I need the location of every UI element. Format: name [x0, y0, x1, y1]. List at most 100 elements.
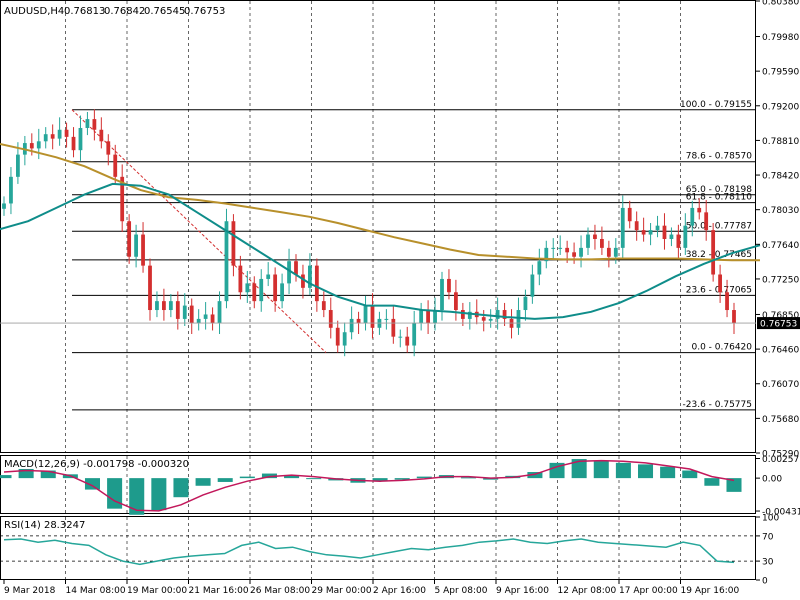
candle-body [217, 301, 222, 324]
price-tick-label: 0.78030 [762, 206, 799, 216]
candle-body [447, 278, 451, 293]
moving-averages [0, 143, 761, 320]
rsi-axis: 100 70 30 0 [756, 514, 779, 587]
candle-body [440, 278, 444, 311]
candle-body [725, 292, 729, 311]
macd-label: MACD(12,26,9) -0.001798 -0.000320 [4, 459, 189, 470]
rsi-tick-label: 30 [762, 558, 774, 568]
candle-body [141, 234, 145, 266]
time-tick-label: 19 Apr 16:00 [681, 586, 740, 596]
rsi-tick-label: 0 [762, 577, 768, 587]
candle-body [690, 207, 695, 226]
candle-body [558, 247, 563, 249]
candle-body [586, 234, 590, 248]
candle-body [168, 301, 173, 311]
candle-body [85, 119, 90, 128]
macd-histogram-bar [461, 477, 477, 479]
rsi-tick-label: 70 [762, 532, 774, 542]
price-tick-label: 0.79200 [762, 102, 799, 112]
price-bars [2, 109, 736, 357]
candle-body [433, 310, 437, 324]
fib-level-label: 65.0 - 0.78198 [686, 185, 752, 195]
ohlc-low: 0.76545 [144, 6, 185, 17]
macd-histogram-bar [18, 468, 34, 479]
rsi-label: RSI(14) 28.3247 [4, 520, 85, 531]
rsi-line [3, 538, 735, 566]
candle-body [530, 274, 535, 297]
macd-histogram-bar [195, 478, 211, 486]
candle-body [613, 247, 618, 257]
candle-body [224, 221, 229, 302]
candle-body [676, 234, 681, 248]
fibonacci-retracement: 100.0 - 0.79155 78.6 - 0.78570 65.0 - 0.78… [72, 100, 756, 411]
price-tick-label: 0.79590 [762, 68, 799, 78]
macd-histogram-bar [660, 466, 676, 479]
candle-body [252, 283, 257, 302]
macd-histogram-bar [394, 478, 410, 480]
last-price-value: 0.76753 [760, 320, 797, 330]
candle-body [572, 252, 576, 257]
candle-body [78, 127, 83, 151]
candle-body [426, 310, 430, 324]
macd-histogram-bar [261, 473, 277, 479]
candle-body [134, 234, 138, 257]
candle-body [544, 247, 549, 262]
time-tick-label: 9 Apr 16:00 [496, 586, 549, 596]
candle-body [50, 134, 55, 139]
rsi-indicator [0, 535, 756, 566]
time-tick-label: 26 Mar 08:00 [250, 586, 310, 596]
macd-tick-label: 0.00 [762, 475, 782, 485]
candle-body [419, 310, 424, 324]
candle-body [106, 141, 111, 155]
candle-body [196, 318, 201, 324]
price-tick-label: 0.78420 [762, 172, 799, 182]
candle-body [579, 247, 583, 257]
macd-histogram-bar [239, 476, 255, 479]
candle-body [516, 310, 521, 328]
candle-body [488, 318, 493, 321]
fib-level-label: 78.6 - 0.78570 [686, 152, 752, 162]
macd-histogram-bar [84, 478, 100, 490]
candle-body [363, 305, 368, 324]
candle-body [412, 323, 417, 346]
macd-histogram-bar [704, 478, 720, 486]
candle-body [683, 225, 688, 248]
candle-body [266, 274, 271, 279]
fib-level-label: 61.8 - 0.78110 [686, 193, 752, 203]
time-tick-label: 2 Apr 16:00 [373, 586, 426, 596]
candle-body [29, 143, 34, 149]
macd-histogram-bar [40, 470, 56, 479]
candle-body [495, 310, 500, 319]
price-tick-label: 0.77250 [762, 275, 799, 285]
price-tick-label: 0.76070 [762, 380, 799, 390]
macd-histogram-bar [593, 461, 609, 479]
candle-body [600, 238, 604, 248]
macd-histogram-bar [0, 475, 12, 479]
price-tick-label: 0.76460 [762, 346, 799, 356]
candle-body [280, 283, 284, 302]
macd-histogram-bar [682, 470, 698, 479]
candle-body [245, 283, 250, 293]
macd-histogram-bar [527, 472, 543, 479]
macd-histogram-bar [416, 476, 432, 479]
candle-body [238, 265, 243, 293]
time-tick-label: 9 Mar 2018 [4, 586, 56, 596]
candle-body [565, 247, 570, 253]
candle-body [92, 119, 97, 130]
price-tick-label: 0.79980 [762, 33, 799, 43]
candle-body [259, 278, 264, 302]
fib-trendline [71, 109, 327, 354]
macd-histogram-bar [571, 459, 587, 479]
candle-body [189, 305, 194, 324]
candle-body [732, 310, 736, 324]
time-axis: 9 Mar 2018 14 Mar 08:00 19 Mar 00:00 21 Mar… [3, 580, 740, 596]
time-tick-label: 12 Apr 08:00 [558, 586, 617, 596]
candle-body [335, 327, 340, 346]
candle-body [9, 176, 13, 204]
price-panel [0, 0, 756, 453]
candle-body [606, 247, 611, 257]
candle-body [64, 129, 69, 137]
candle-body [2, 203, 6, 209]
candle-body [36, 141, 41, 149]
